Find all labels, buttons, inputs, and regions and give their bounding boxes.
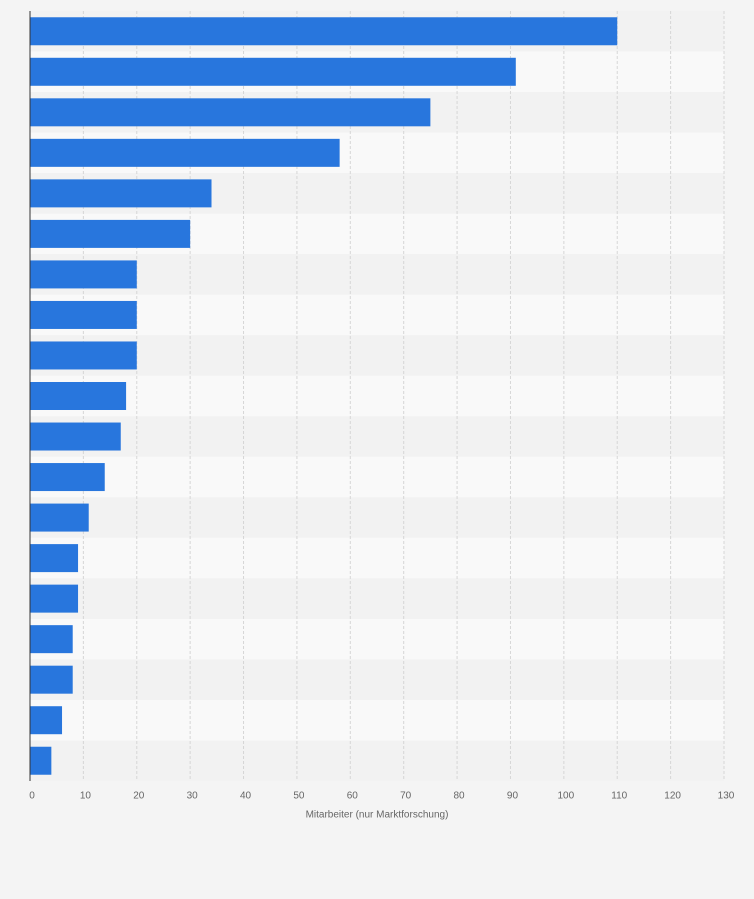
row-band	[30, 659, 724, 700]
x-tick-label: 20	[133, 791, 145, 802]
x-tick-label: 70	[400, 791, 412, 802]
x-tick-label: 0	[29, 791, 35, 802]
bar	[30, 382, 127, 410]
x-tick-label: 80	[454, 791, 466, 802]
bar	[30, 746, 52, 775]
row-band	[30, 618, 724, 660]
row-band	[30, 699, 724, 741]
bar	[30, 138, 340, 167]
x-axis-label: Mitarbeiter (nur Marktforschung)	[306, 810, 449, 821]
x-tick-label: 60	[347, 791, 359, 802]
bar	[30, 706, 63, 735]
row-band	[30, 537, 724, 579]
bar	[30, 584, 79, 613]
bar	[30, 544, 79, 573]
x-tick-label: 130	[718, 791, 735, 802]
row-band	[30, 497, 724, 538]
x-tick-label: 110	[611, 791, 627, 802]
x-tick-label: 30	[187, 791, 199, 802]
row-band	[30, 254, 724, 295]
row-band	[30, 335, 724, 376]
row-band	[30, 578, 724, 619]
bar	[30, 17, 618, 46]
bar	[30, 260, 137, 289]
x-tick-label: 10	[80, 791, 92, 802]
bar	[30, 665, 73, 694]
bar	[30, 179, 212, 208]
row-band	[30, 375, 724, 417]
x-tick-label: 50	[293, 791, 305, 802]
row-band	[30, 740, 724, 781]
x-tick-label: 90	[507, 791, 519, 802]
bar	[30, 98, 431, 127]
bar	[30, 422, 121, 451]
bar	[30, 57, 516, 86]
bar	[30, 300, 137, 329]
bar	[30, 219, 191, 248]
x-tick-label: 40	[240, 791, 252, 802]
row-band	[30, 416, 724, 457]
x-tick-label: 120	[664, 791, 681, 802]
bar	[30, 463, 105, 492]
row-band	[30, 456, 724, 498]
bar	[30, 625, 73, 654]
bar	[30, 341, 137, 370]
row-band	[30, 294, 724, 336]
x-tick-label: 100	[558, 791, 575, 802]
bar	[30, 503, 89, 532]
